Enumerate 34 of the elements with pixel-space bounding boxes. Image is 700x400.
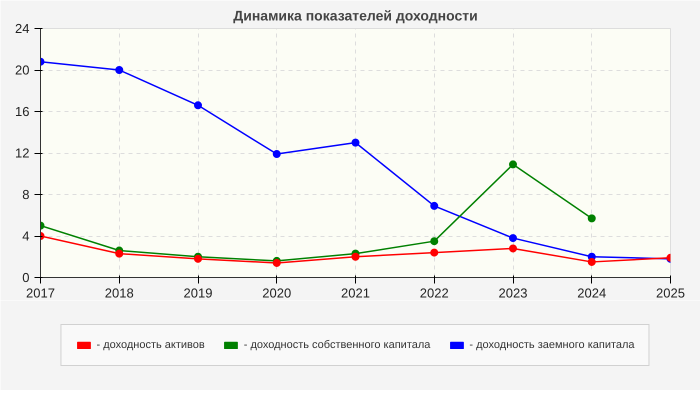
point	[272, 150, 281, 158]
point	[352, 138, 360, 147]
x-tick-label: 2019	[184, 286, 212, 300]
point	[430, 202, 438, 210]
x-tick-label: 2020	[262, 286, 292, 300]
point	[588, 214, 596, 222]
point	[352, 252, 360, 261]
y-tick-label: 0	[22, 270, 30, 285]
legend-label: - доходность активов	[96, 339, 205, 351]
y-tick-label: 12	[15, 146, 30, 160]
y-tick-label: 4	[22, 228, 30, 244]
x-tick-label: 2021	[341, 286, 370, 300]
y-tick-label: 20	[15, 62, 30, 78]
point	[115, 66, 124, 74]
point	[194, 101, 202, 110]
y-tick-label: 8	[22, 187, 30, 202]
point	[430, 248, 438, 257]
legend-label: - доходность заемного капитала	[469, 339, 635, 351]
chart-title: Динамика показателей доходности	[233, 8, 478, 24]
x-tick-label: 2018	[104, 286, 134, 300]
x-tick-label: 2023	[498, 286, 528, 300]
y-tick-label: 16	[15, 104, 30, 119]
point	[430, 237, 438, 246]
x-tick-label: 2025	[656, 286, 685, 300]
y-tick-label: 24	[15, 21, 30, 36]
x-tick-label: 2022	[420, 286, 449, 300]
x-tick-label: 2024	[577, 286, 606, 300]
point	[509, 244, 517, 252]
point	[509, 160, 517, 168]
legend-label: - доходность собственного капитала	[244, 339, 430, 351]
x-tick-label: 2017	[26, 286, 55, 300]
point	[115, 250, 124, 258]
point	[509, 234, 517, 242]
point	[588, 258, 596, 266]
